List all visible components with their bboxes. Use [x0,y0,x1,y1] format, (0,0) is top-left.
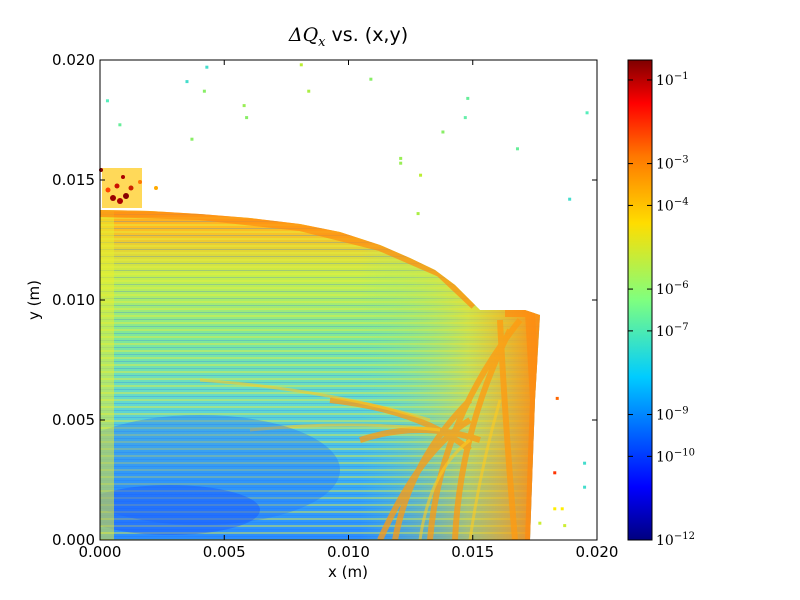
scatter-point [399,161,403,165]
y-tick-label: 0.005 [52,411,95,429]
x-tick-label: 0.015 [451,543,494,561]
scatter-point [538,521,542,525]
scatter-point [416,212,420,216]
chart-title-symbol: ΔQ [288,24,319,46]
scatter-point [307,89,311,93]
colorbar-tick-label: 10−3 [656,155,689,173]
colorbar-tick-label: 10−6 [656,280,689,298]
scatter-point [560,507,564,511]
scatter-point [568,197,572,201]
scatter-point [185,80,189,84]
scatter-point [369,77,373,81]
scatter-point [466,96,470,100]
x-tick-label: 0.020 [576,543,619,561]
y-tick-label: 0.000 [52,531,95,549]
scatter-point [553,471,557,475]
colorbar-tick-label: 10−12 [656,531,695,549]
scatter-point [105,99,109,103]
scatter-point [515,147,519,151]
colorbar-tick-label: 10−1 [656,71,689,89]
scatter-point [583,485,587,489]
scatter-point [190,137,194,141]
scatter-point [242,104,246,108]
scatter-point [202,89,206,93]
y-tick-label: 0.020 [52,51,95,69]
scatter-points [105,63,589,528]
chart-title-suffix: vs. (x,y) [325,24,409,46]
scatter-point [553,507,557,511]
y-axis-label: y (m) [25,280,43,320]
scatter-point [585,111,589,115]
chart-title: ΔQx vs. (x,y) [100,24,597,50]
scatter-point [563,524,567,528]
x-tick-label: 0.010 [327,543,370,561]
colorbar: 10−1 10−3 10−4 10−6 10−7 10−9 10−10 10−12 [627,59,695,549]
scatter-point [399,156,403,160]
colorbar-gradient [628,60,652,540]
scatter-point [205,65,209,69]
y-tick-label: 0.010 [52,291,95,309]
scatter-point [419,173,423,177]
hot-cluster [99,168,158,208]
x-axis-label: x (m) [328,563,368,581]
scatter-point [583,461,587,465]
scatter-point [555,396,559,400]
y-tick-label: 0.015 [52,171,95,189]
scatter-point [118,123,122,127]
scatter-point [463,116,467,120]
colorbar-tick-label: 10−10 [656,447,695,465]
colorbar-ticks: 10−1 10−3 10−4 10−6 10−7 10−9 10−10 10−12 [628,71,695,549]
scatter-point [245,116,249,120]
colorbar-tick-label: 10−7 [656,322,689,340]
x-tick-label: 0.000 [79,543,122,561]
y-axis: 0.000 0.005 0.010 0.015 0.020 [52,51,597,549]
colorbar-tick-label: 10−9 [656,406,689,424]
scatter-point [441,130,445,134]
colorbar-tick-label: 10−4 [656,196,689,214]
x-axis: 0.000 0.005 0.010 0.015 0.020 [79,60,619,561]
colorbar-frame [627,59,653,541]
scatter-point [299,63,303,67]
x-tick-label: 0.005 [203,543,246,561]
chart-title-subscript: x [318,34,326,50]
